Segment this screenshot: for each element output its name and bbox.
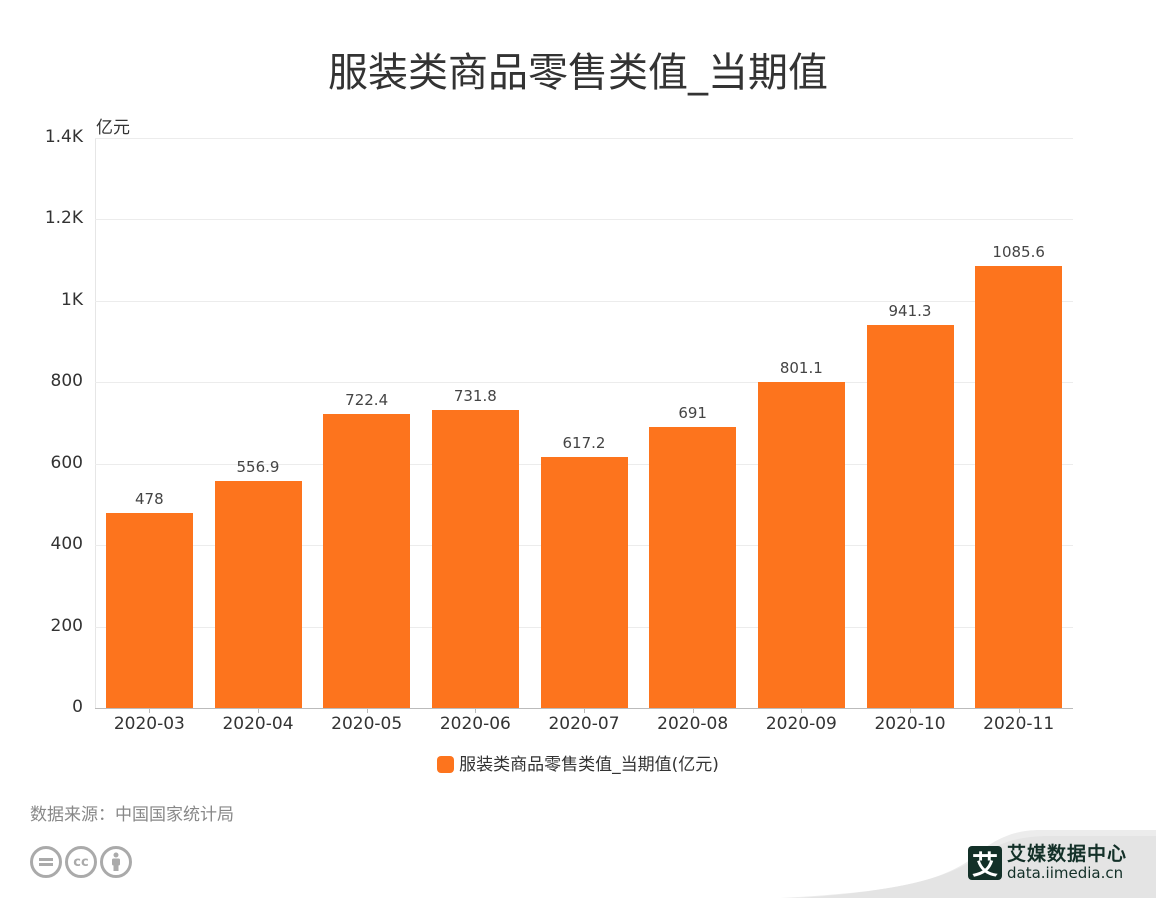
cc-nd-icon — [30, 846, 62, 878]
x-tick-mark — [475, 708, 477, 713]
bar-value-label: 478 — [135, 490, 164, 509]
brand-name: 艾媒数据中心 — [1007, 843, 1128, 865]
bar-value-label: 1085.6 — [992, 243, 1045, 261]
x-tick-label: 2020-04 — [222, 714, 294, 734]
chart-title: 服装类商品零售类值_当期值 — [328, 50, 828, 96]
y-tick-label: 600 — [50, 452, 83, 473]
bar-2020-08[interactable] — [649, 426, 737, 708]
gridline — [95, 138, 1073, 139]
bar-2020-11[interactable] — [975, 266, 1063, 708]
x-tick-label: 2020-08 — [657, 714, 729, 734]
bar-2020-03[interactable] — [105, 513, 193, 708]
data-source: 数据来源：中国国家统计局 — [30, 805, 234, 825]
x-tick-mark — [258, 708, 259, 713]
bar-2020-10[interactable] — [866, 324, 954, 708]
x-tick-mark — [366, 708, 368, 713]
bar-2020-05[interactable] — [323, 413, 411, 708]
x-tick-label: 2020-11 — [983, 714, 1055, 734]
bar-value-label: 722.4 — [345, 390, 389, 409]
bar-value-label: 731.8 — [453, 387, 497, 406]
x-tick-mark — [692, 708, 694, 713]
x-tick-label: 2020-07 — [548, 714, 620, 734]
legend-swatch — [437, 756, 455, 773]
x-tick-mark — [149, 708, 151, 713]
gridline — [95, 382, 1073, 384]
y-tick-label: 1.2K — [44, 208, 83, 229]
y-axis-line — [95, 138, 96, 708]
bar-value-label: 617.2 — [562, 433, 606, 452]
brand-url: data.iimedia.cn — [1007, 864, 1124, 882]
x-tick-mark — [801, 708, 803, 713]
x-tick-mark — [910, 708, 911, 713]
y-tick-label: 800 — [50, 371, 83, 392]
y-tick-label: 1.4K — [44, 127, 83, 147]
bar-2020-06[interactable] — [431, 410, 519, 708]
bar-value-label: 801.1 — [779, 358, 823, 377]
cc-by-icon — [100, 846, 132, 878]
gridline — [95, 300, 1073, 302]
y-tick-label: 200 — [50, 615, 83, 636]
x-tick-mark — [1018, 708, 1020, 713]
x-tick-label: 2020-09 — [765, 714, 837, 734]
bar-2020-07[interactable] — [540, 456, 628, 708]
x-tick-label: 2020-03 — [113, 714, 185, 734]
gridline — [95, 219, 1073, 221]
y-axis-unit-label: 亿元 — [96, 118, 130, 138]
bar-value-label: 556.9 — [236, 458, 280, 477]
plot-area: 478 556.9 722.4 731.8 617.2 691 801.1 941.3 1085… — [95, 138, 1073, 709]
y-tick-label: 0 — [72, 697, 83, 717]
bar-value-label: 941.3 — [888, 301, 932, 320]
bar-2020-09[interactable] — [757, 381, 845, 708]
bar-value-label: 691 — [678, 403, 707, 422]
license-icons: cc — [30, 846, 132, 878]
x-tick-mark — [584, 708, 585, 713]
x-tick-label: 2020-10 — [874, 714, 946, 734]
brand-logo-block: 艾 艾媒数据中心 data.iimedia.cn — [968, 845, 1127, 881]
legend-label: 服装类商品零售类值_当期值(亿元) — [459, 755, 719, 775]
y-tick-label: 1K — [61, 289, 83, 310]
legend[interactable]: 服装类商品零售类值_当期值(亿元) — [0, 750, 1156, 775]
cc-icon: cc — [65, 846, 97, 878]
x-tick-label: 2020-06 — [439, 714, 511, 734]
iimedia-logo-icon: 艾 — [968, 846, 1002, 881]
x-tick-label: 2020-05 — [331, 714, 403, 734]
bar-2020-04[interactable] — [214, 481, 302, 708]
y-tick-label: 400 — [50, 534, 83, 555]
